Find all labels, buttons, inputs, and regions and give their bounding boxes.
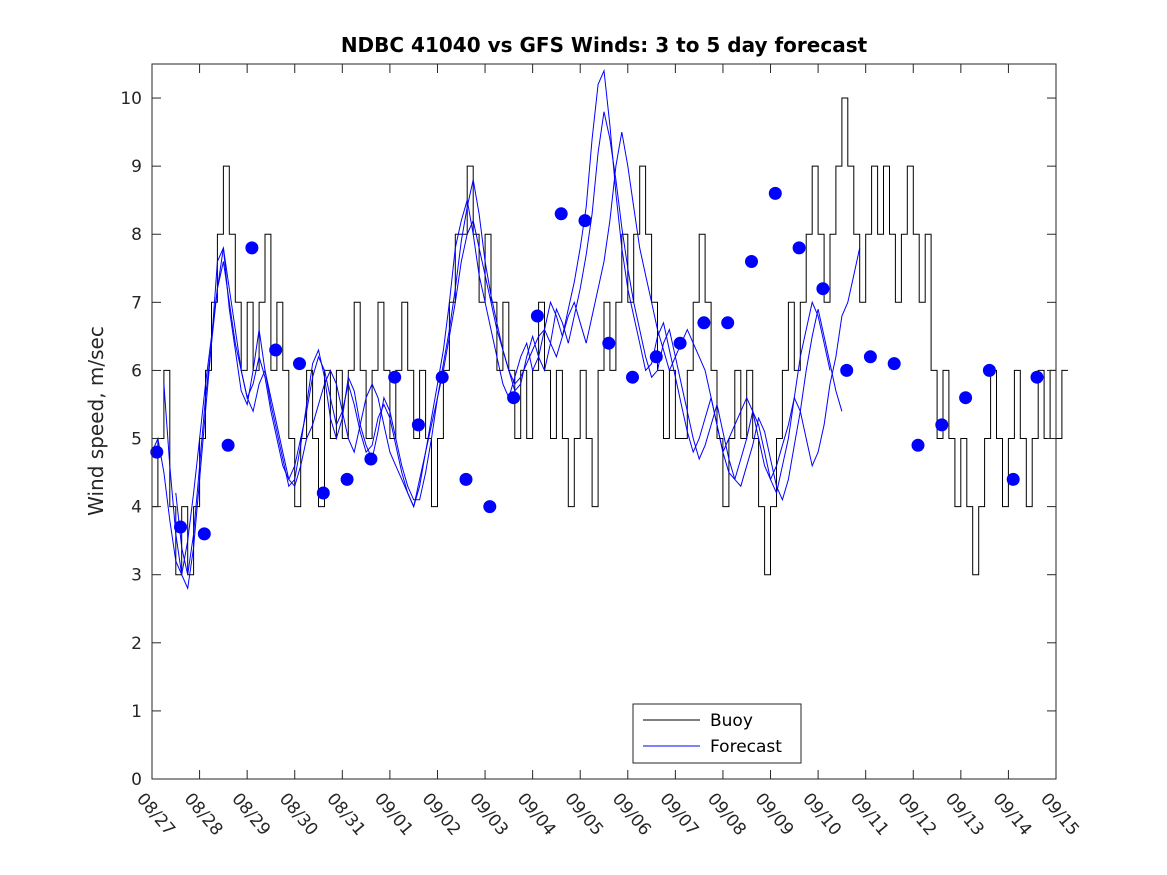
x-tick-label: 08/28 — [180, 789, 227, 839]
x-tick-label: 09/09 — [751, 789, 798, 839]
forecast-marker — [530, 309, 544, 323]
x-tick-label: 09/07 — [656, 789, 703, 839]
forecast-marker — [673, 336, 687, 350]
forecast-marker — [697, 316, 711, 330]
x-tick-label: 09/12 — [893, 789, 940, 839]
forecast-marker — [1006, 472, 1020, 486]
x-tick-label: 08/30 — [275, 789, 322, 839]
forecast-marker — [578, 214, 592, 228]
x-tick-label: 09/10 — [798, 789, 845, 839]
x-tick-label: 08/31 — [322, 789, 369, 839]
forecast-marker — [887, 357, 901, 371]
forecast-marker — [649, 350, 663, 364]
forecast-marker — [340, 472, 354, 486]
x-tick-label: 09/06 — [608, 789, 655, 839]
legend-box — [632, 703, 802, 764]
forecast-markers — [150, 186, 1044, 541]
forecast-marker — [316, 486, 330, 500]
forecast-marker — [816, 282, 830, 296]
forecast-marker — [863, 350, 877, 364]
y-tick-label: 9 — [131, 157, 142, 177]
forecast-marker — [959, 391, 973, 405]
x-tick-label: 08/29 — [227, 789, 274, 839]
forecast-marker — [150, 445, 164, 459]
y-tick-label: 4 — [131, 498, 142, 518]
forecast-marker — [1030, 370, 1044, 384]
forecast-marker — [840, 363, 854, 377]
x-tick-label: 09/05 — [560, 789, 607, 839]
forecast-line-run-3 — [175, 111, 843, 575]
y-tick-label: 0 — [131, 770, 142, 790]
forecast-marker — [411, 418, 425, 432]
y-tick-label: 5 — [131, 430, 142, 450]
x-tick-label: 09/01 — [370, 789, 417, 839]
buoy-series — [152, 97, 1068, 576]
forecast-marker — [245, 241, 259, 255]
y-tick-label: 6 — [131, 361, 142, 381]
forecast-marker — [911, 438, 925, 452]
x-tick-label: 09/14 — [989, 789, 1036, 839]
forecast-marker — [174, 520, 187, 534]
y-tick-label: 7 — [131, 293, 142, 313]
x-tick-label: 09/08 — [703, 789, 750, 839]
forecast-marker — [269, 343, 283, 357]
y-axis-label: Wind speed, m/sec — [84, 326, 108, 516]
plot-background — [152, 64, 1056, 779]
y-tick-label: 10 — [120, 89, 142, 109]
y-tick-label: 8 — [131, 225, 142, 245]
plot-frame — [151, 63, 1057, 780]
forecast-marker — [745, 255, 758, 268]
forecast-marker — [221, 438, 235, 452]
forecast-marker — [626, 370, 639, 384]
forecast-marker — [435, 370, 449, 384]
x-tick-label: 08/27 — [132, 789, 179, 839]
forecast-marker — [293, 357, 306, 371]
buoy-line — [152, 97, 1068, 576]
forecast-line-run-2 — [163, 68, 831, 591]
forecast-marker — [602, 336, 616, 350]
forecast-marker — [721, 316, 735, 330]
forecast-marker — [459, 472, 473, 486]
forecast-marker — [388, 370, 402, 384]
legend-label-buoy: Buoy — [710, 711, 753, 731]
legend: Buoy Forecast — [632, 703, 802, 764]
forecast-marker — [768, 186, 782, 200]
x-tick-label: 09/11 — [846, 789, 893, 839]
forecast-marker — [364, 452, 378, 466]
forecast-marker — [935, 418, 949, 432]
y-tick-label: 3 — [131, 566, 142, 586]
forecast-marker — [792, 241, 806, 255]
x-tick-label: 09/13 — [941, 789, 988, 839]
x-tick-label: 09/02 — [418, 789, 465, 839]
forecast-marker — [483, 500, 497, 514]
forecast-marker — [982, 363, 996, 377]
x-tick-label: 09/04 — [513, 789, 560, 839]
forecast-marker — [507, 391, 521, 405]
y-tick-label: 1 — [131, 702, 142, 722]
forecast-marker — [197, 527, 211, 541]
y-tick-label: 2 — [131, 634, 142, 654]
forecast-series — [151, 68, 861, 591]
legend-label-forecast: Forecast — [710, 737, 782, 757]
y-axis: 0 1 2 3 4 5 6 7 8 9 10 — [120, 89, 1056, 790]
x-tick-label: 09/15 — [1036, 789, 1083, 839]
chart-title: NDBC 41040 vs GFS Winds: 3 to 5 day fore… — [341, 33, 868, 57]
forecast-marker — [554, 207, 568, 221]
x-tick-label: 09/03 — [465, 789, 512, 839]
